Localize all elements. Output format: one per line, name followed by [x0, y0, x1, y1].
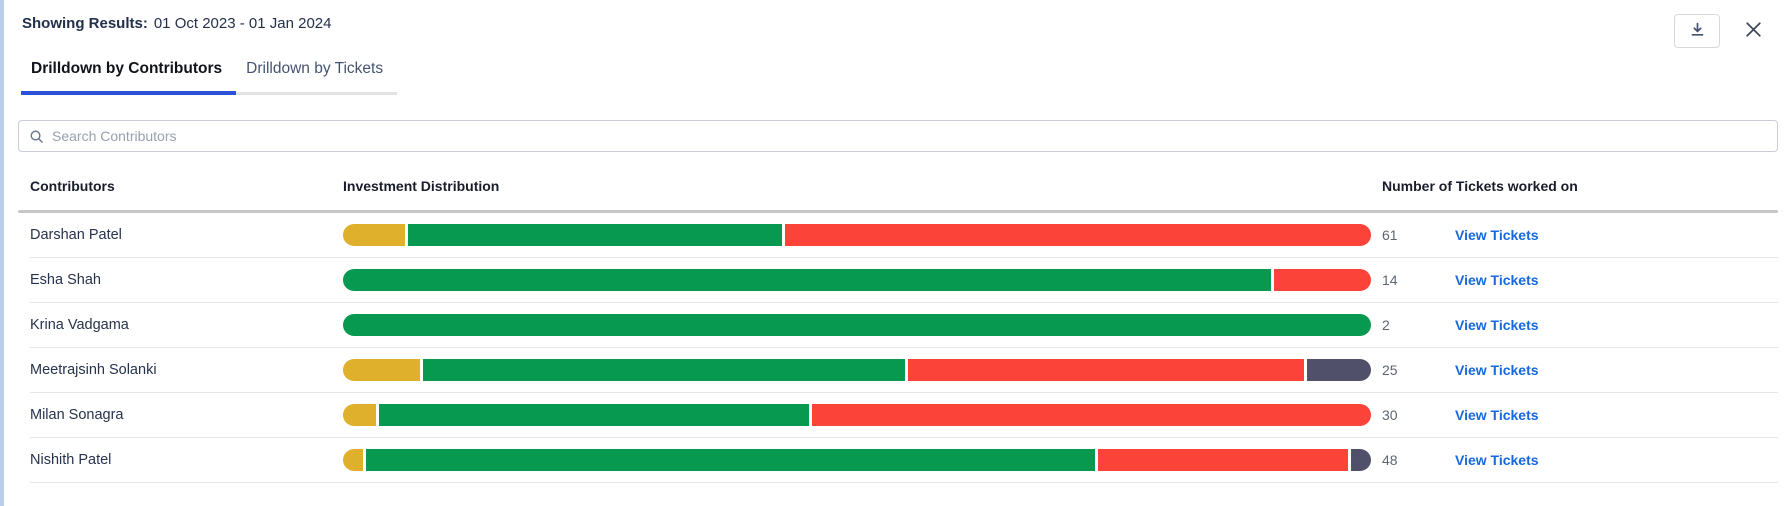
view-tickets-link[interactable]: View Tickets — [1455, 271, 1539, 288]
contributor-name: Krina Vadgama — [30, 317, 129, 333]
tickets-count: 61 — [1382, 227, 1398, 243]
column-header-tickets-worked-on: Number of Tickets worked on — [1382, 178, 1578, 194]
tickets-count: 25 — [1382, 362, 1398, 378]
tickets-count: 30 — [1382, 407, 1398, 423]
bar-segment-yellow — [343, 359, 421, 381]
drilldown-tabs: Drilldown by Contributors Drilldown by T… — [0, 60, 1792, 95]
investment-distribution-bar — [343, 314, 1371, 336]
bar-segment-yellow — [343, 404, 376, 426]
bar-segment-slate — [1307, 359, 1372, 381]
close-icon — [1743, 19, 1764, 43]
contributor-name: Esha Shah — [30, 272, 101, 288]
bar-segment-slate — [1351, 449, 1371, 471]
bar-segment-red — [811, 404, 1372, 426]
header-separator — [18, 210, 1778, 213]
table-row: Esha Shah 14 View Tickets — [30, 258, 1778, 303]
results-header: Showing Results: 01 Oct 2023 - 01 Jan 20… — [0, 0, 1792, 32]
tab-drilldown-by-tickets[interactable]: Drilldown by Tickets — [236, 60, 398, 95]
view-tickets-link[interactable]: View Tickets — [1455, 406, 1539, 423]
bar-segment-red — [908, 359, 1305, 381]
contributor-name: Meetrajsinh Solanki — [30, 362, 157, 378]
investment-distribution-bar — [343, 449, 1371, 471]
search-icon — [29, 129, 44, 144]
view-tickets-link[interactable]: View Tickets — [1455, 451, 1539, 468]
contributor-name: Nishith Patel — [30, 452, 112, 468]
column-header-contributors: Contributors — [30, 178, 115, 194]
bar-segment-green — [378, 404, 809, 426]
table-row: Nishith Patel 48 View Tickets — [30, 438, 1778, 483]
bar-segment-red — [785, 224, 1371, 246]
contributors-table: Darshan Patel 61 View Tickets Esha Shah … — [30, 213, 1778, 483]
investment-distribution-bar — [343, 224, 1371, 246]
showing-results-label: Showing Results: — [22, 15, 148, 32]
bar-segment-yellow — [343, 224, 406, 246]
bar-segment-green — [343, 314, 1371, 336]
view-tickets-link[interactable]: View Tickets — [1455, 226, 1539, 243]
tickets-count: 2 — [1382, 317, 1390, 333]
contributor-name: Milan Sonagra — [30, 407, 124, 423]
investment-distribution-bar — [343, 404, 1372, 426]
page-edge-strip — [0, 0, 4, 506]
tickets-count: 14 — [1382, 272, 1398, 288]
header-actions — [1674, 14, 1766, 48]
table-row: Darshan Patel 61 View Tickets — [30, 213, 1778, 258]
column-header-investment-distribution: Investment Distribution — [343, 178, 500, 194]
bar-segment-green — [343, 269, 1271, 291]
investment-distribution-bar — [343, 359, 1372, 381]
date-range-value: 01 Oct 2023 - 01 Jan 2024 — [153, 15, 332, 32]
download-icon — [1689, 21, 1706, 41]
bar-segment-green — [408, 224, 783, 246]
bar-segment-green — [365, 449, 1095, 471]
investment-distribution-bar — [343, 269, 1371, 291]
table-row: Krina Vadgama 2 View Tickets — [30, 303, 1778, 348]
view-tickets-link[interactable]: View Tickets — [1455, 316, 1539, 333]
table-row: Milan Sonagra 30 View Tickets — [30, 393, 1778, 438]
tickets-count: 48 — [1382, 452, 1398, 468]
tab-drilldown-by-contributors[interactable]: Drilldown by Contributors — [21, 60, 237, 95]
view-tickets-link[interactable]: View Tickets — [1455, 361, 1539, 378]
contributor-name: Darshan Patel — [30, 227, 122, 243]
search-input[interactable] — [52, 128, 1767, 144]
bar-segment-red — [1273, 269, 1371, 291]
table-row: Meetrajsinh Solanki 25 View Tickets — [30, 348, 1778, 393]
table-column-headers: Contributors Investment Distribution Num… — [30, 152, 1778, 210]
search-contributors-box[interactable] — [18, 120, 1778, 152]
close-button[interactable] — [1740, 18, 1766, 44]
download-button[interactable] — [1674, 14, 1720, 48]
bar-segment-yellow — [343, 449, 363, 471]
bar-segment-green — [423, 359, 906, 381]
bar-segment-red — [1097, 449, 1349, 471]
